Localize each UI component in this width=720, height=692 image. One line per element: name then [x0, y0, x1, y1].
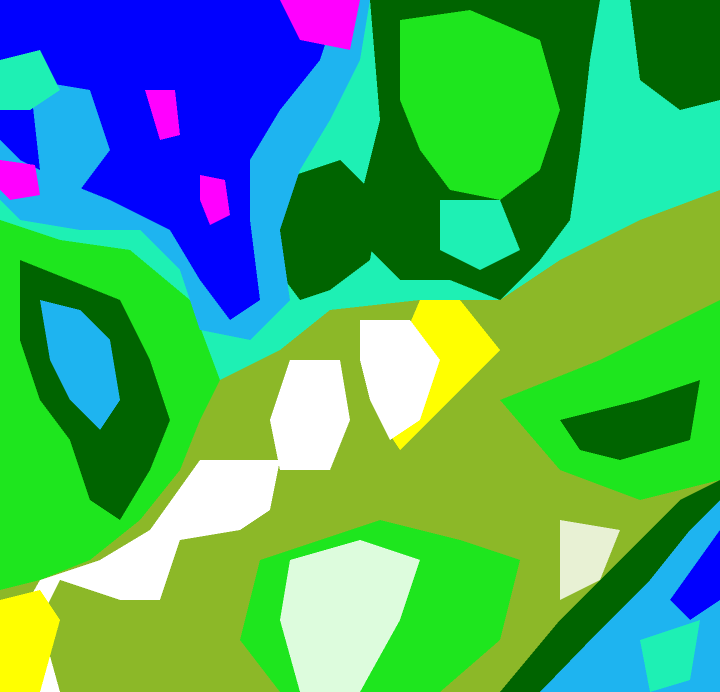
- magenta-patch: [200, 175, 230, 225]
- dark-green-mid: [270, 160, 380, 300]
- dark-green-corner: [630, 0, 720, 110]
- dark-green-band-right: [560, 380, 700, 460]
- green-top: [400, 10, 560, 200]
- magenta-patch: [0, 160, 40, 200]
- white-cloud: [0, 460, 280, 692]
- white-speckle: [280, 540, 420, 692]
- blue-area: [0, 0, 340, 320]
- aquamarine-patch: [440, 200, 520, 270]
- green-band-right: [500, 300, 720, 500]
- white-speckle: [560, 520, 620, 600]
- white-cloud: [360, 320, 440, 440]
- aquamarine-inner: [0, 50, 60, 110]
- light-blue-inner: [30, 80, 110, 190]
- white-cloud: [270, 360, 350, 470]
- yellow-cloud: [0, 590, 60, 692]
- blue-bottom-right: [670, 530, 720, 620]
- magenta-patch: [145, 90, 180, 140]
- blue-patch-left: [40, 300, 120, 430]
- aquamarine-bottom-right: [640, 620, 700, 692]
- magenta-top: [280, 0, 360, 50]
